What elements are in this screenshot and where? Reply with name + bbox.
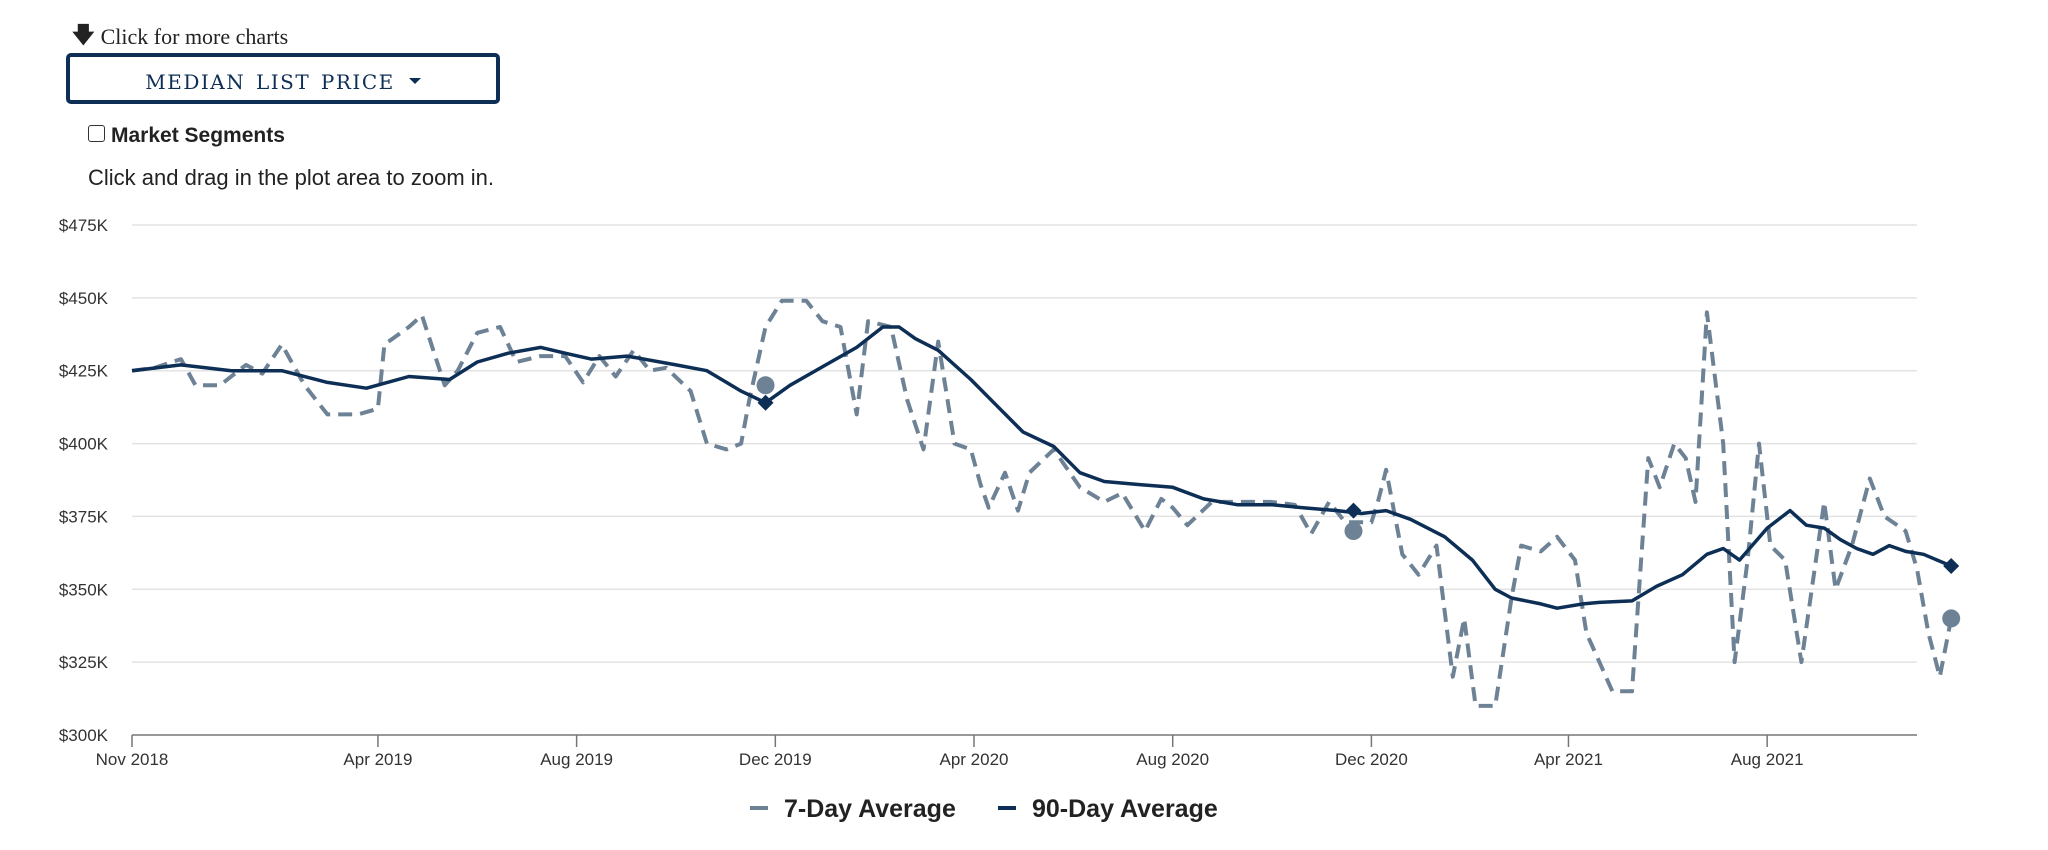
x-tick-label: Aug 2021 — [1731, 750, 1804, 769]
seven-day-marker — [756, 376, 775, 395]
x-tick-label: Aug 2019 — [540, 750, 613, 769]
x-tick-label: Dec 2019 — [739, 750, 812, 769]
legend-seven-day: 7-Day Average — [784, 795, 956, 823]
y-tick-label: $450K — [59, 289, 109, 308]
y-tick-label: $425K — [59, 362, 109, 381]
x-tick-label: Nov 2018 — [96, 750, 169, 769]
x-tick-label: Dec 2020 — [1335, 750, 1408, 769]
ninety-day-marker — [1943, 557, 1960, 574]
x-tick-label: Apr 2020 — [940, 750, 1009, 769]
ninety-day-average-line — [131, 325, 1952, 610]
market-segments-label: Market Segments — [111, 124, 285, 147]
x-tick-label: Aug 2020 — [1136, 750, 1209, 769]
chart-type-dropdown[interactable]: Median List Price — [66, 53, 500, 104]
x-tick-label: Apr 2019 — [343, 750, 412, 769]
y-tick-label: $325K — [59, 653, 109, 672]
zoom-instructions: Click and drag in the plot area to zoom … — [88, 165, 495, 190]
seven-day-marker — [1942, 609, 1961, 628]
chart-legend: 7-Day Average 90-Day Average — [750, 795, 1218, 823]
caret-down-icon — [408, 77, 421, 84]
ninety-day-marker — [757, 394, 774, 411]
market-segments-checkbox[interactable] — [88, 124, 105, 142]
x-tick-label: Apr 2021 — [1534, 750, 1603, 769]
y-tick-label: $350K — [59, 580, 109, 599]
more-charts-hint-text: Click for more charts — [100, 24, 289, 49]
seven-day-marker — [1344, 522, 1363, 540]
y-tick-label: $300K — [59, 726, 109, 745]
y-tick-label: $400K — [59, 435, 109, 454]
more-charts-hint: 🡇 Click for more charts — [72, 18, 288, 56]
y-tick-label: $475K — [59, 216, 109, 235]
market-segments-toggle[interactable]: Market Segments — [88, 124, 285, 148]
median-list-price-chart[interactable]: $300K $325K $350K $375K $400K $425K $450K $475K… — [0, 205, 2048, 850]
ninety-day-marker — [1345, 502, 1362, 519]
legend-ninety-day: 90-Day Average — [1032, 795, 1218, 823]
arrow-down-icon: 🡇 — [72, 22, 95, 47]
y-tick-label: $375K — [59, 507, 109, 526]
chart-type-dropdown-label: Median List Price — [145, 61, 395, 96]
seven-day-average-line — [131, 298, 1954, 708]
